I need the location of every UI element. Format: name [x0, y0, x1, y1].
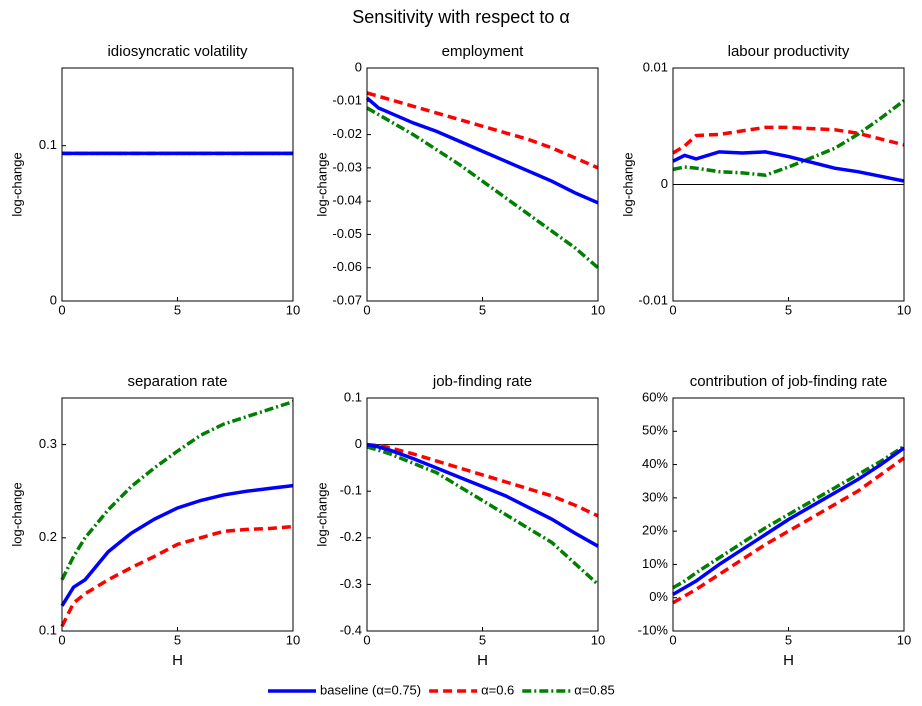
y-tick-label: 0.1: [39, 622, 57, 637]
y-tick-label: -0.05: [332, 226, 362, 241]
x-tick-label: 5: [479, 302, 486, 317]
y-tick-label: 0: [355, 436, 362, 451]
y-tick-label: -0.04: [332, 193, 362, 208]
y-tick-label: 0.1: [39, 137, 57, 152]
series-line: [672, 444, 905, 590]
y-tick-label: -0.1: [340, 483, 362, 498]
y-tick-label: 20%: [642, 523, 668, 538]
plot-area: [62, 68, 293, 301]
legend-label: α=0.6: [481, 682, 514, 697]
y-tick-label: -0.07: [332, 292, 362, 307]
series-line: [672, 446, 906, 596]
x-tick-label: 5: [479, 632, 486, 647]
x-tick-label: 10: [591, 632, 605, 647]
x-tick-label: 0: [58, 632, 65, 647]
y-tick-label: -0.03: [332, 159, 362, 174]
series-line: [366, 445, 600, 586]
chart-title: contribution of job-finding rate: [690, 373, 888, 390]
plot-area: [62, 398, 293, 631]
x-tick-label: 5: [174, 632, 181, 647]
plot-frame: [61, 67, 294, 302]
x-tick-label: 0: [669, 302, 676, 317]
series-line: [366, 91, 599, 170]
y-tick-label: -0.02: [332, 126, 362, 141]
legend-label: α=0.85: [574, 682, 614, 697]
y-tick-label: 50%: [642, 423, 668, 438]
y-tick-label: 0.3: [39, 436, 57, 451]
y-tick-label: -0.01: [638, 292, 668, 307]
series-line: [672, 99, 906, 177]
y-tick-label: 0: [50, 292, 57, 307]
x-tick-label: 10: [286, 302, 300, 317]
series-line: [60, 483, 294, 607]
plot-frame: [672, 397, 905, 632]
y-tick-label: 0%: [649, 589, 668, 604]
x-tick-label: 10: [897, 632, 911, 647]
x-tick-label: 0: [58, 302, 65, 317]
x-axis-label: H: [783, 652, 794, 669]
x-tick-label: 0: [363, 302, 370, 317]
series-line: [60, 400, 294, 581]
x-tick-label: 0: [669, 632, 676, 647]
chart-title: separation rate: [127, 373, 227, 390]
plot-frame: [672, 67, 905, 302]
x-tick-label: 5: [785, 632, 792, 647]
y-axis-label: log-change: [620, 152, 635, 216]
y-tick-label: -0.3: [340, 576, 362, 591]
y-axis-label: log-change: [9, 482, 24, 546]
series-line: [365, 96, 599, 205]
x-tick-label: 10: [897, 302, 911, 317]
x-tick-label: 10: [591, 302, 605, 317]
y-axis-label: log-change: [9, 152, 24, 216]
y-tick-label: -0.01: [332, 93, 362, 108]
x-axis-label: H: [172, 652, 183, 669]
y-tick-label: 0.1: [344, 389, 362, 404]
series-line: [366, 442, 599, 518]
y-tick-label: -0.06: [332, 259, 362, 274]
y-axis-label: log-change: [314, 482, 329, 546]
plot-frame: [366, 397, 599, 632]
y-tick-label: -0.4: [340, 622, 362, 637]
x-axis-label: H: [477, 652, 488, 669]
x-tick-label: 10: [286, 632, 300, 647]
y-tick-label: -10%: [638, 622, 669, 637]
y-tick-label: 40%: [642, 456, 668, 471]
y-tick-label: -0.2: [340, 529, 362, 544]
x-tick-label: 0: [363, 632, 370, 647]
legend-label: baseline (α=0.75): [320, 682, 421, 697]
y-tick-label: 0: [355, 59, 362, 74]
y-tick-label: 10%: [642, 556, 668, 571]
x-tick-label: 5: [174, 302, 181, 317]
series-line: [366, 106, 600, 270]
plot-frame: [366, 67, 599, 302]
plot-frame: [61, 397, 294, 632]
chart-title: employment: [442, 43, 525, 60]
series-line: [672, 150, 905, 183]
chart-title: job-finding rate: [432, 373, 532, 390]
chart-title: labour productivity: [728, 43, 850, 60]
x-tick-label: 5: [785, 302, 792, 317]
y-tick-label: 0.01: [643, 59, 668, 74]
series-line: [60, 524, 294, 628]
chart-title: idiosyncratic volatility: [107, 43, 248, 60]
y-tick-label: 0.2: [39, 529, 57, 544]
figure-title: Sensitivity with respect to α: [352, 7, 570, 27]
y-tick-label: 30%: [642, 489, 668, 504]
plot-area: [367, 398, 598, 631]
y-tick-label: 0: [661, 176, 668, 191]
y-axis-label: log-change: [314, 152, 329, 216]
series-line: [366, 442, 599, 548]
y-tick-label: 60%: [642, 389, 668, 404]
